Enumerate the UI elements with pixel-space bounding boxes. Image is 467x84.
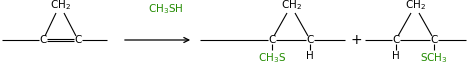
Text: C: C: [74, 35, 82, 45]
Text: $\mathregular{CH_3S}$: $\mathregular{CH_3S}$: [258, 51, 286, 65]
Text: C: C: [306, 35, 314, 45]
Text: $\mathregular{CH_2}$: $\mathregular{CH_2}$: [404, 0, 425, 12]
Text: C: C: [392, 35, 400, 45]
Text: H: H: [392, 51, 400, 61]
Text: $\mathregular{CH_2}$: $\mathregular{CH_2}$: [50, 0, 71, 12]
Text: +: +: [350, 33, 362, 47]
Text: $\mathregular{SCH_3}$: $\mathregular{SCH_3}$: [420, 51, 448, 65]
Text: C: C: [430, 35, 438, 45]
Text: C: C: [39, 35, 47, 45]
Text: H: H: [306, 51, 314, 61]
Text: C: C: [269, 35, 276, 45]
Text: $\mathregular{CH_2}$: $\mathregular{CH_2}$: [281, 0, 302, 12]
Text: $\mathregular{CH_3SH}$: $\mathregular{CH_3SH}$: [148, 2, 184, 16]
